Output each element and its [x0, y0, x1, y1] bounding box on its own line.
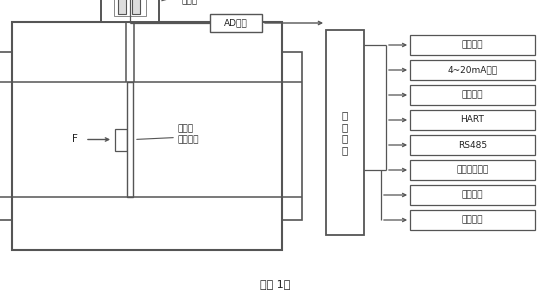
Bar: [410, 60, 535, 80]
Text: 脉冲输出: 脉冲输出: [462, 91, 483, 99]
Text: 微
处
理
器: 微 处 理 器: [342, 110, 348, 155]
Text: 阻流件
（靶片）: 阻流件 （靶片）: [178, 125, 200, 144]
Bar: [410, 35, 535, 55]
Text: HART: HART: [460, 116, 485, 124]
Bar: [282, 52, 302, 220]
Bar: [326, 30, 364, 235]
Text: 双电容
传感器: 双电容 传感器: [182, 0, 198, 6]
Bar: [410, 85, 535, 105]
Bar: [118, 0, 126, 14]
Text: （图 1）: （图 1）: [260, 279, 290, 289]
Text: 液晶显示: 液晶显示: [462, 40, 483, 50]
Bar: [410, 160, 535, 180]
Bar: [101, 0, 159, 22]
Text: 压力采集: 压力采集: [462, 190, 483, 200]
Bar: [410, 210, 535, 230]
Bar: [210, 14, 262, 32]
Text: AD转换: AD转换: [224, 18, 248, 28]
Bar: [0, 52, 12, 220]
Bar: [410, 135, 535, 155]
Bar: [115, 129, 127, 151]
Text: F: F: [72, 135, 78, 145]
Bar: [410, 185, 535, 205]
Bar: [410, 110, 535, 130]
Text: 红外置零开关: 红外置零开关: [456, 165, 488, 175]
Text: 温度采集: 温度采集: [462, 216, 483, 225]
Bar: [132, 0, 140, 14]
Bar: [127, 82, 133, 197]
Bar: [101, 0, 159, 22]
Text: RS485: RS485: [458, 140, 487, 149]
Text: 4~20mA输出: 4~20mA输出: [448, 66, 498, 75]
Bar: [12, 22, 282, 250]
Bar: [114, 0, 146, 16]
